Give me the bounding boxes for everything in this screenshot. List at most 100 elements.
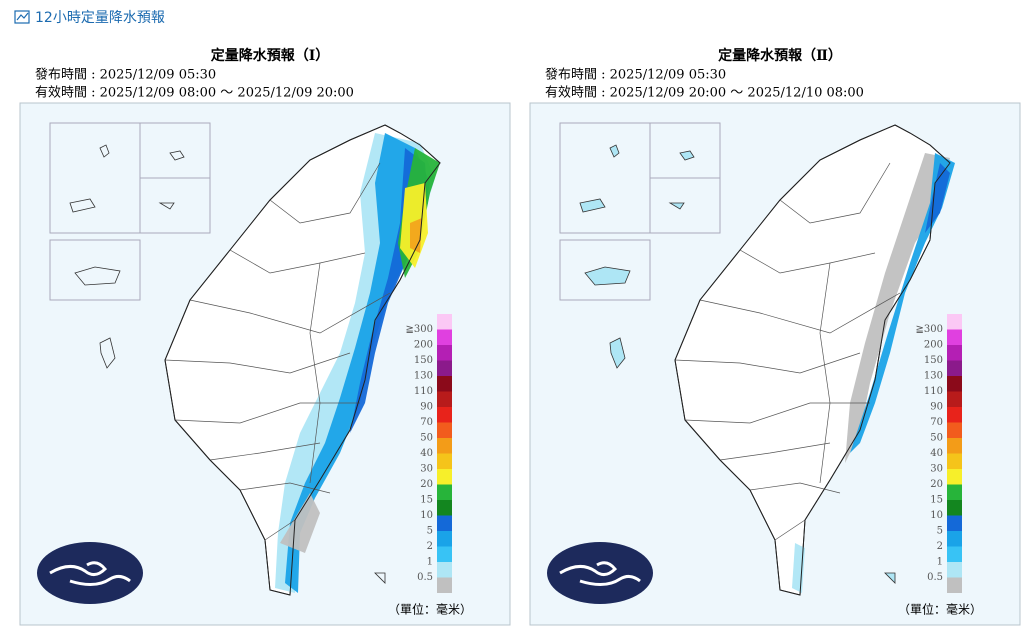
scale-swatch <box>437 407 452 423</box>
scale-label: 150 <box>924 355 943 366</box>
scale-swatch <box>437 577 452 593</box>
scale-swatch <box>437 562 452 578</box>
header: 12小時定量降水預報 <box>14 10 165 26</box>
valid-time: 有效時間 : 2025/12/09 08:00 ～ 2025/12/09 20:… <box>35 86 354 101</box>
scale-swatch <box>947 453 962 469</box>
issued-time: 發布時間 : 2025/12/09 05:30 <box>545 68 726 83</box>
rain-area <box>792 543 805 593</box>
county-border <box>779 162 891 224</box>
scale-swatch <box>437 453 452 469</box>
map: ≧300 200 150 130 110 90 70 50 40 30 20 15 10 5 2 1 0.5 （單… <box>19 102 511 626</box>
scale-label: 200 <box>414 340 433 351</box>
issued-time: 發布時間 : 2025/12/09 05:30 <box>35 68 216 83</box>
scale-swatch <box>947 500 962 516</box>
scale-label: 50 <box>930 433 943 444</box>
county-border <box>189 292 391 334</box>
scale-label: 1 <box>427 557 433 568</box>
scale-swatch <box>947 391 962 407</box>
scale-label: 40 <box>930 448 943 459</box>
scale-swatch <box>947 314 962 330</box>
scale-swatch <box>947 515 962 531</box>
cwa-logo-wave <box>49 561 131 586</box>
forecast-panel: 定量降水預報（Ⅱ） 發布時間 : 2025/12/09 05:30 有效時間 : 2… <box>529 47 1021 626</box>
scale-swatch <box>437 345 452 361</box>
scale-swatch <box>947 345 962 361</box>
scale-label: 70 <box>930 417 943 428</box>
scale-swatch <box>437 391 452 407</box>
county-border <box>684 402 870 424</box>
scale-swatch <box>947 577 962 593</box>
taiwan-outline <box>674 124 951 596</box>
scale-swatch <box>947 422 962 438</box>
county-border <box>174 402 360 424</box>
scale-label: 70 <box>420 417 433 428</box>
scale-swatch <box>437 376 452 392</box>
scale-label: 10 <box>420 510 433 521</box>
scale-swatch <box>437 360 452 376</box>
scale-label: 50 <box>420 433 433 444</box>
county-border <box>229 249 366 274</box>
scale-swatch <box>437 531 452 547</box>
county-border <box>819 262 831 484</box>
inset-boxes <box>559 122 721 301</box>
scale-label: 1 <box>937 557 943 568</box>
valid-time: 有效時間 : 2025/12/09 20:00 ～ 2025/12/10 08:… <box>545 86 864 101</box>
scale-swatch <box>437 422 452 438</box>
county-border <box>774 519 806 541</box>
scale-label: 15 <box>420 495 433 506</box>
scale-swatch <box>947 407 962 423</box>
county-border <box>674 352 861 374</box>
chart-icon <box>14 10 30 24</box>
scale-label: 5 <box>427 526 433 537</box>
scale-label: 30 <box>420 464 433 475</box>
panel-title: 定量降水預報（Ⅰ） <box>211 47 330 64</box>
scale-label: ≧300 <box>406 324 433 335</box>
scale-swatch <box>437 469 452 485</box>
county-border <box>749 482 841 494</box>
scale-label: 20 <box>930 479 943 490</box>
scale-swatch <box>437 546 452 562</box>
map: ≧300 200 150 130 110 90 70 50 40 30 20 15 10 5 2 1 0.5 （單… <box>529 102 1021 626</box>
scale-label: 20 <box>420 479 433 490</box>
inset-boxes <box>49 122 211 301</box>
county-border <box>269 162 381 224</box>
panel-title: 定量降水預報（Ⅱ） <box>718 47 842 64</box>
county-border <box>164 352 351 374</box>
rain-area <box>925 163 950 233</box>
scale-label: 110 <box>924 386 943 397</box>
scale-label: 130 <box>924 371 943 382</box>
scale-label: 0.5 <box>927 572 943 583</box>
scale-swatch <box>947 484 962 500</box>
scale-label: 15 <box>930 495 943 506</box>
scale-swatch <box>947 562 962 578</box>
scale-swatch <box>437 329 452 345</box>
county-border <box>264 519 296 541</box>
scale-swatch <box>437 484 452 500</box>
scale-label: 2 <box>427 541 433 552</box>
unit-label: （單位：毫米） <box>898 602 982 617</box>
cwa-logo-wave <box>559 561 641 586</box>
scale-label: 5 <box>937 526 943 537</box>
scale-label: 30 <box>930 464 943 475</box>
county-border <box>699 292 901 334</box>
scale-label: 110 <box>414 386 433 397</box>
county-border <box>739 249 876 274</box>
scale-swatch <box>947 329 962 345</box>
scale-label: 2 <box>937 541 943 552</box>
scale-label: ≧300 <box>916 324 943 335</box>
unit-label: （單位：毫米） <box>388 602 472 617</box>
county-border <box>309 262 321 484</box>
scale-label: 40 <box>420 448 433 459</box>
scale-swatch <box>947 376 962 392</box>
scale-swatch <box>437 500 452 516</box>
scale-swatch <box>947 360 962 376</box>
scale-label: 10 <box>930 510 943 521</box>
scale-label: 200 <box>924 340 943 351</box>
county-border <box>719 442 831 461</box>
scale-label: 150 <box>414 355 433 366</box>
scale-swatch <box>947 438 962 454</box>
islands <box>69 144 386 584</box>
rain-area <box>280 493 320 553</box>
